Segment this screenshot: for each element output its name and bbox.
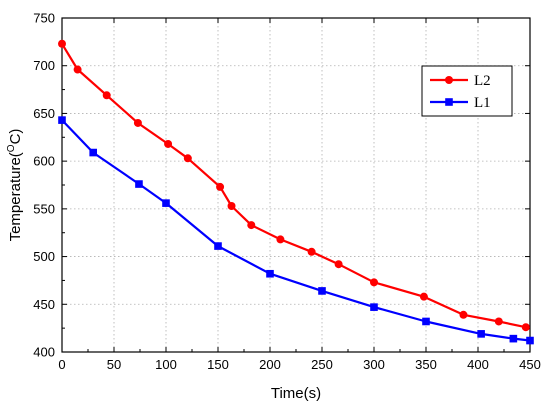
x-axis-title: Time(s) xyxy=(271,385,321,402)
data-point-l2 xyxy=(494,317,503,326)
data-point-l2 xyxy=(133,118,142,127)
data-point-l1 xyxy=(89,148,97,157)
legend-label-l2: L2 xyxy=(474,73,491,89)
data-point-l2 xyxy=(521,323,530,332)
x-tick-label: 100 xyxy=(155,357,177,372)
series-group xyxy=(58,39,534,345)
data-point-l2 xyxy=(216,182,225,191)
data-point-l2 xyxy=(183,154,192,163)
y-axis-title-superscript: O xyxy=(6,144,17,152)
x-tick-label: 400 xyxy=(467,357,489,372)
y-axis-title: Temperature(OC) xyxy=(6,129,24,242)
axis-ticks: 0 50 100 150 200 250 300 350 400 450 400 450 500 550 6… xyxy=(33,11,541,373)
y-tick-label: 600 xyxy=(33,154,55,169)
x-tick-label: 300 xyxy=(363,357,385,372)
y-tick-label: 750 xyxy=(33,11,55,26)
y-tick-label: 650 xyxy=(33,106,55,121)
y-axis-title-unit: C) xyxy=(7,129,24,145)
data-point-l1 xyxy=(266,269,274,278)
x-tick-label: 150 xyxy=(207,357,229,372)
data-point-l2 xyxy=(334,260,343,269)
data-point-l2 xyxy=(247,221,256,230)
data-point-l2 xyxy=(102,91,111,100)
data-point-l2 xyxy=(419,292,428,301)
data-point-l2 xyxy=(307,247,316,256)
data-point-l1 xyxy=(162,199,170,207)
data-point-l1 xyxy=(58,116,66,124)
x-tick-label: 250 xyxy=(311,357,333,372)
y-tick-label: 450 xyxy=(33,297,55,312)
x-tick-label: 200 xyxy=(259,357,281,372)
x-tick-label: 0 xyxy=(58,357,65,372)
y-axis-title-main: Temperature( xyxy=(7,152,24,241)
data-point-l1 xyxy=(135,180,143,188)
data-point-l2 xyxy=(164,139,173,148)
data-point-l1 xyxy=(526,336,534,345)
data-point-l1 xyxy=(370,303,378,311)
y-tick-label: 550 xyxy=(33,201,55,216)
data-point-l2 xyxy=(276,235,285,244)
legend-label-l1: L1 xyxy=(474,95,491,111)
y-tick-label: 500 xyxy=(33,249,55,264)
series-line-l1 xyxy=(61,119,531,342)
x-tick-label: 350 xyxy=(415,357,437,372)
legend-box xyxy=(421,65,513,117)
data-point-l2 xyxy=(459,310,468,319)
y-tick-label: 400 xyxy=(33,345,55,360)
data-point-l2 xyxy=(58,39,66,48)
legend-marker-l2 xyxy=(445,76,453,84)
data-point-l1 xyxy=(318,287,326,295)
data-point-l1 xyxy=(422,317,430,326)
legend-marker-l1 xyxy=(445,98,453,106)
data-point-l2 xyxy=(227,201,236,210)
x-tick-label: 450 xyxy=(519,357,541,372)
y-tick-label: 700 xyxy=(33,58,55,73)
data-point-l1 xyxy=(509,334,518,343)
x-tick-label: 50 xyxy=(107,357,121,372)
data-point-l2 xyxy=(73,65,82,74)
data-point-l1 xyxy=(214,242,222,250)
data-point-l1 xyxy=(477,330,485,338)
data-point-l2 xyxy=(370,278,378,287)
